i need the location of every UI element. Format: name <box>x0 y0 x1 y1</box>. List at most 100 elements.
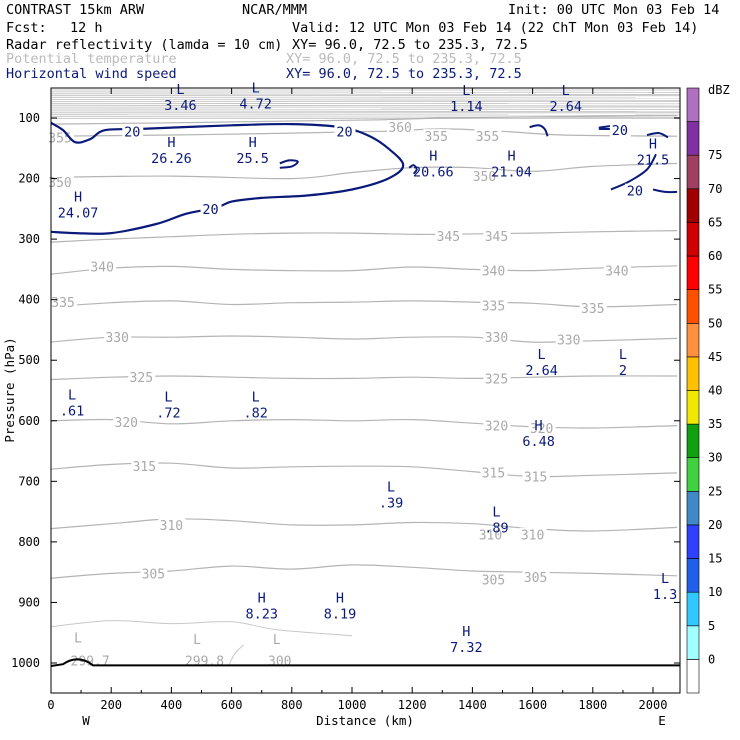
field-reflectivity-xy: XY= 96.0, 72.5 to 235.3, 72.5 <box>292 37 528 53</box>
theta-label-bg <box>522 469 550 485</box>
colorbar-swatch <box>686 524 700 559</box>
extremum-low-marker: L <box>492 505 500 521</box>
extremum-value: 3.46 <box>164 98 197 114</box>
extremum-value: 26.26 <box>151 151 192 167</box>
theta-label-bg <box>477 527 505 543</box>
theta-label-bg <box>519 527 547 543</box>
x-tick-label: 1400 <box>458 698 487 712</box>
y-tick-label: 700 <box>18 474 40 488</box>
extremum-high-marker: H <box>535 418 543 434</box>
theta-label-bg <box>435 229 463 245</box>
forecast-hours: 12 h <box>70 20 103 36</box>
y-tick-label: 600 <box>18 414 40 428</box>
wind-contour-20-east <box>610 153 657 191</box>
theta-label: 305 <box>482 573 505 588</box>
colorbar-swatch <box>686 121 700 156</box>
wind-contour-label: 20 <box>124 124 140 140</box>
y-axis-label: Pressure (hPa) <box>2 337 17 442</box>
theta-label-bg <box>89 259 117 275</box>
colorbar-level-label: 60 <box>708 249 722 263</box>
field-theta-xy: XY= 96.0, 72.5 to 235.3, 72.5 <box>286 51 522 67</box>
theta-label-bg <box>480 298 508 314</box>
y-tick-label: 500 <box>18 353 40 367</box>
chart-title: CONTRAST 15km ARW <box>6 2 145 18</box>
extremum-value: .61 <box>60 404 84 420</box>
colorbar: dBZ 0 5 10 15 20 25 30 35 40 45 50 55 60 65 70 75 <box>686 83 730 694</box>
extremum-value: 7.32 <box>450 640 483 656</box>
theta-label: 305 <box>524 571 547 586</box>
theta-label: 330 <box>485 331 508 346</box>
colorbar-level-label: 35 <box>708 417 722 431</box>
theta-contour-350 <box>50 162 678 180</box>
extremum-value: 8.19 <box>324 607 357 623</box>
theta-label-bg <box>480 263 508 279</box>
theta-label: 320 <box>115 416 138 431</box>
extremum-value: .89 <box>484 521 508 537</box>
wind-contour-20-small <box>529 124 549 137</box>
theta-label-bg <box>471 169 499 185</box>
colorbar-level-label: 0 <box>708 652 715 666</box>
wind-contour-20-main <box>50 121 405 235</box>
theta-label: 310 <box>479 529 502 544</box>
theta-label: 320 <box>485 420 508 435</box>
surface-line <box>50 658 680 667</box>
theta-label: 315 <box>524 470 547 485</box>
theta-label-bg <box>522 570 550 586</box>
y-tick-label: 1000 <box>11 656 40 670</box>
wind-contour-label: 20 <box>627 184 643 200</box>
theta-contour-310 <box>50 518 678 532</box>
colorbar-swatch <box>686 659 700 694</box>
x-tick-label: 1000 <box>338 698 367 712</box>
wind-label-bg <box>609 123 631 139</box>
theta-label: 345 <box>485 230 508 245</box>
y-tick-label: 300 <box>18 232 40 246</box>
extremum-high-marker: H <box>429 149 437 165</box>
extremum-value: 2 <box>619 363 627 379</box>
theta-label: 335 <box>581 302 604 317</box>
extremum-value: 2.64 <box>549 99 582 115</box>
theta-label-bg <box>104 330 132 346</box>
theta-label-bg <box>474 129 502 145</box>
extremum-high-marker: H <box>649 136 657 152</box>
theta-label: 310 <box>160 519 183 534</box>
theta-label-bg <box>158 517 186 533</box>
theta-low-label: 299.8 <box>185 655 224 670</box>
colorbar-level-label: 10 <box>708 585 722 599</box>
theta-low-marker: L <box>74 632 82 647</box>
wind-contours: 20 20 20 20 20 <box>50 121 678 235</box>
theta-label: 335 <box>482 300 505 315</box>
colorbar-swatch <box>686 87 700 122</box>
theta-band-line <box>50 110 681 113</box>
colorbar-level-label: 15 <box>708 552 722 566</box>
wind-label-bg <box>334 124 356 140</box>
colorbar-level-label: 30 <box>708 451 722 465</box>
org-label: NCAR/MMM <box>242 2 307 18</box>
extremum-value: 1.14 <box>450 99 483 115</box>
theta-contour-325 <box>50 375 678 381</box>
plot-frame <box>50 87 681 694</box>
colorbar-swatch <box>686 289 700 324</box>
extremum-low-marker: L <box>252 81 260 97</box>
y-tick-label: 400 <box>18 293 40 307</box>
wind-contour-label: 20 <box>612 123 628 139</box>
y-tick-label: 800 <box>18 535 40 549</box>
x-tick-label: 600 <box>221 698 243 712</box>
extremum-value: 24.07 <box>58 206 99 222</box>
theta-label: 350 <box>48 176 71 191</box>
theta-label-bg <box>423 129 451 145</box>
colorbar-swatch <box>686 154 700 190</box>
theta-label: 320 <box>530 422 553 437</box>
wind-contour-20-small <box>279 159 299 169</box>
theta-low-label: 300 <box>268 655 291 670</box>
x-tick-label: 0 <box>47 698 54 712</box>
theta-band-line <box>50 93 681 95</box>
extremum-low-marker: L <box>387 480 395 496</box>
colorbar-swatch <box>686 490 700 526</box>
wind-contour-20-east <box>652 188 678 194</box>
theta-label-bg <box>483 229 511 245</box>
init-time: Init: 00 UTC Mon 03 Feb 14 <box>508 2 719 18</box>
field-wind-xy: XY= 96.0, 72.5 to 235.3, 72.5 <box>286 66 522 82</box>
colorbar-swatch <box>686 222 700 257</box>
theta-contours: 305 305 305 310 310 310 315 315 315 320 320 320 325 3… <box>47 115 678 670</box>
theta-label: 335 <box>51 296 74 311</box>
